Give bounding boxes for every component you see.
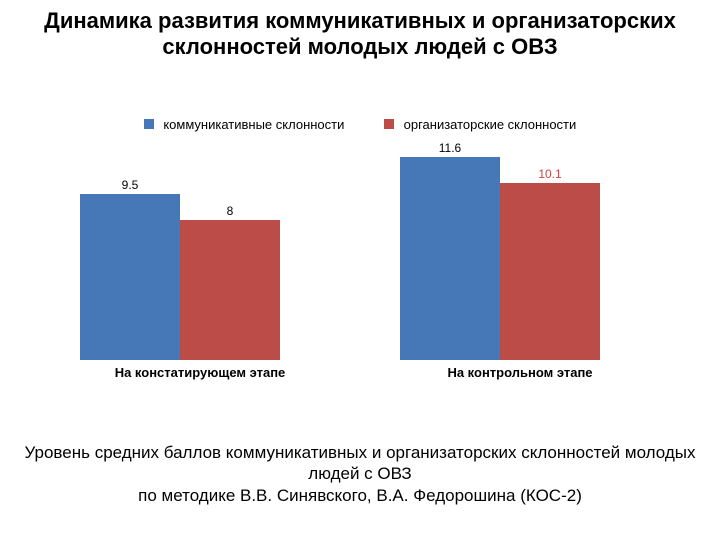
category-label-0: На констатирующем этапе — [80, 365, 320, 380]
legend-item-1: организаторские склонности — [384, 116, 576, 132]
bar-chart: 9.5 8 11.6 10.1 На констатирующем этапе … — [80, 140, 640, 400]
caption: Уровень средних баллов коммуникативных и… — [0, 442, 720, 506]
caption-line-2: по методике В.В. Синявского, В.А. Федоро… — [0, 485, 720, 506]
legend-swatch-1 — [384, 119, 394, 129]
bar-group-1: 11.6 10.1 — [400, 150, 640, 360]
bar-label-1-0: 11.6 — [400, 141, 500, 155]
bar-1-0 — [400, 156, 500, 360]
bar-0-0 — [80, 193, 180, 360]
bar-label-0-1: 8 — [180, 204, 280, 218]
slide: Динамика развития коммуникативных и орга… — [0, 0, 720, 540]
slide-title: Динамика развития коммуникативных и орга… — [0, 8, 720, 61]
bar-group-0: 9.5 8 — [80, 150, 320, 360]
legend-label-1: организаторские склонности — [404, 117, 577, 132]
caption-line-1: Уровень средних баллов коммуникативных и… — [0, 442, 720, 485]
chart-legend: коммуникативные склонности организаторск… — [0, 115, 720, 132]
category-label-1: На контрольном этапе — [400, 365, 640, 380]
bar-1-1 — [500, 182, 600, 360]
bar-label-0-0: 9.5 — [80, 178, 180, 192]
legend-label-0: коммуникативные склонности — [163, 117, 344, 132]
plot-area: 9.5 8 11.6 10.1 — [80, 150, 640, 360]
legend-item-0: коммуникативные склонности — [144, 116, 345, 132]
legend-swatch-0 — [144, 119, 154, 129]
bar-label-1-1: 10.1 — [500, 167, 600, 181]
bar-0-1 — [180, 219, 280, 360]
